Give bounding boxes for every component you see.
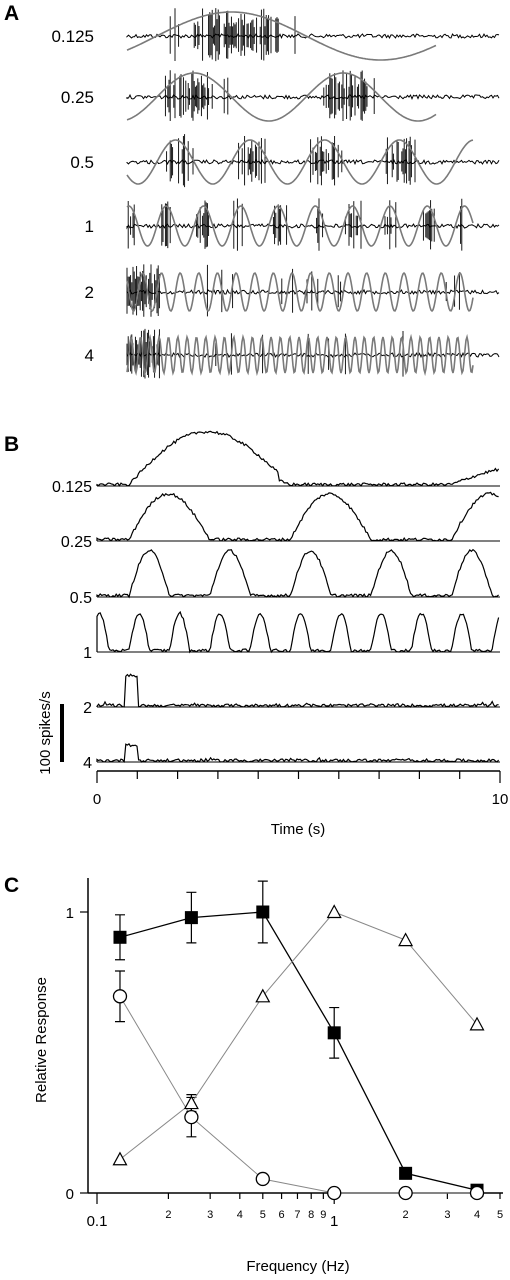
stimulus-sinusoid-5 (126, 333, 474, 377)
trace-freq-label-0: 0.125 (51, 27, 94, 46)
point-filled-square-0 (113, 930, 127, 944)
trace-freq-label-2: 0.5 (70, 153, 94, 172)
x-tick-label-11: 3 (444, 1209, 450, 1221)
y-tick-label-0: 0 (66, 1186, 74, 1203)
x-tick-label-9: 1 (330, 1213, 338, 1230)
y-axis-title: Relative Response (33, 977, 50, 1103)
point-open-triangle-0 (112, 1151, 128, 1166)
point-open-triangle-1 (183, 1095, 199, 1110)
time-tick-label-10: 10 (492, 791, 509, 808)
histogram-freq-label-0: 0.125 (52, 479, 92, 496)
rate-scale-bar: 100 spikes/s (37, 691, 64, 775)
time-axis-ticks (96, 771, 501, 783)
trace-freq-label-1: 0.25 (61, 88, 94, 107)
x-tick-label-6: 7 (294, 1209, 300, 1221)
point-open-circle-2 (255, 1171, 270, 1187)
trace-baseline-1 (126, 93, 500, 101)
trace-freq-label-5: 4 (85, 346, 94, 365)
point-open-circle-4 (398, 1185, 413, 1201)
point-open-triangle-4 (398, 932, 414, 947)
x-tick-label-1: 2 (165, 1209, 171, 1221)
point-open-triangle-2 (255, 988, 271, 1003)
point-open-circle-0 (112, 989, 128, 1004)
histogram-freq-label-1: 0.25 (61, 534, 92, 551)
x-tick-label-4: 5 (260, 1209, 266, 1221)
scale-bar-label: 100 spikes/s (37, 691, 54, 774)
point-filled-square-4 (399, 1166, 413, 1180)
point-open-triangle-5 (469, 1016, 485, 1031)
spike-train-2 (166, 134, 416, 188)
time-axis: 0 10 Time (s) (93, 770, 509, 838)
stimulus-sinusoid-4 (126, 271, 474, 313)
panel-a-traces: 0.125 0.25 0.5 1 2 4 (51, 8, 500, 379)
panel-label-b: B (4, 433, 19, 456)
x-tick-label-5: 6 (279, 1209, 285, 1221)
x-tick-label-3: 4 (237, 1209, 243, 1221)
x-tick-label-0: 0.1 (87, 1213, 108, 1230)
series-line-open-circle (119, 996, 477, 1194)
trace-freq-label-4: 2 (85, 283, 94, 302)
x-tick-label-8: 9 (320, 1209, 326, 1221)
trace-baseline-3 (126, 222, 500, 230)
spike-train-1 (164, 70, 375, 121)
x-axis-title: Frequency (Hz) (246, 1258, 349, 1275)
point-open-circle-5 (469, 1185, 485, 1201)
trace-baseline-5 (126, 351, 500, 359)
histogram-freq-label-2: 0.5 (70, 590, 92, 607)
series-line-filled-square (119, 911, 478, 1191)
x-tick-label-12: 4 (474, 1209, 480, 1221)
data-series (112, 880, 485, 1201)
panel-label-a: A (4, 2, 19, 25)
stimulus-sinusoid-0 (126, 11, 437, 61)
point-open-circle-1 (184, 1109, 199, 1125)
histogram-trace-3 (96, 610, 500, 654)
histogram-trace-5 (96, 743, 500, 764)
histogram-trace-2 (96, 548, 499, 599)
x-tick-label-7: 8 (308, 1209, 314, 1221)
panel-label-c: C (4, 874, 19, 897)
histogram-freq-label-5: 4 (83, 755, 92, 772)
stimulus-sinusoid-2 (126, 139, 474, 185)
series-line-open-triangle (119, 911, 478, 1160)
point-filled-square-1 (184, 911, 198, 925)
point-filled-square-2 (256, 905, 270, 919)
point-open-circle-3 (327, 1185, 342, 1201)
x-tick-label-2: 3 (207, 1209, 213, 1221)
panel-c-tuning-curves: 0.1 2 3 4 5 6 7 8 9 1 2 3 4 501 Relative Response Fre… (33, 878, 503, 1275)
trace-freq-label-3: 1 (85, 217, 94, 236)
spike-train-4 (126, 264, 460, 317)
stimulus-sinusoid-3 (126, 205, 474, 247)
spike-train-3 (127, 198, 463, 251)
point-filled-square-3 (327, 1026, 341, 1040)
time-axis-title: Time (s) (271, 821, 325, 838)
stimulus-sinusoid-1 (126, 72, 437, 122)
histogram-trace-0 (96, 430, 500, 487)
histogram-freq-label-4: 2 (83, 700, 92, 717)
x-tick-label-10: 2 (403, 1209, 409, 1221)
histogram-trace-1 (96, 491, 499, 543)
spike-train-0 (169, 8, 296, 62)
trace-baseline-4 (126, 288, 500, 296)
x-tick-label-13: 5 (497, 1209, 503, 1221)
trace-baseline-0 (126, 33, 500, 39)
histogram-trace-4 (96, 673, 499, 708)
histogram-freq-label-3: 1 (83, 645, 92, 662)
point-open-triangle-3 (326, 904, 342, 919)
panel-b-histograms: 0.125 0.25 0.5 1 2 4 (52, 430, 500, 772)
time-tick-label-0: 0 (93, 791, 101, 808)
y-tick-label-1: 1 (66, 905, 74, 922)
